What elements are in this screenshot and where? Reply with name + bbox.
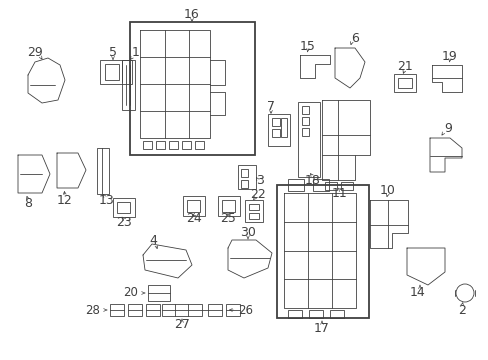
Bar [148, 285, 170, 301]
Text: 14: 14 [409, 285, 425, 298]
Text: 29: 29 [27, 45, 43, 59]
Text: 13: 13 [99, 194, 115, 207]
Text: 5: 5 [109, 45, 117, 59]
Text: 26: 26 [238, 303, 252, 316]
Bar [183, 196, 204, 216]
Bar [222, 200, 235, 212]
Bar [225, 304, 240, 316]
Text: 21: 21 [396, 59, 412, 72]
Bar [97, 148, 109, 194]
Text: 27: 27 [174, 319, 189, 332]
Bar [276, 185, 368, 318]
Text: 4: 4 [149, 234, 157, 247]
Bar [130, 22, 254, 155]
Bar [325, 182, 336, 190]
Bar [302, 128, 308, 136]
Text: 24: 24 [186, 212, 202, 225]
Text: 23: 23 [116, 216, 132, 229]
Text: 18: 18 [305, 174, 320, 186]
Text: 12: 12 [57, 194, 73, 207]
Bar [186, 200, 200, 212]
Text: 8: 8 [24, 197, 32, 210]
Bar [297, 102, 319, 177]
Text: 7: 7 [266, 99, 274, 113]
Bar [267, 114, 289, 146]
Text: 2: 2 [457, 303, 465, 316]
Text: 28: 28 [85, 303, 100, 316]
Bar [146, 304, 160, 316]
Bar [312, 179, 328, 191]
Bar [241, 180, 247, 188]
Text: 19: 19 [441, 50, 457, 63]
Bar [182, 141, 191, 149]
Text: 16: 16 [184, 8, 200, 21]
Bar [281, 118, 286, 137]
Text: 11: 11 [331, 186, 347, 199]
Text: 3: 3 [256, 174, 264, 186]
Text: 22: 22 [250, 188, 265, 201]
Bar [122, 60, 135, 110]
Bar [218, 196, 240, 216]
Bar [271, 118, 280, 126]
Bar [169, 141, 178, 149]
Bar [329, 310, 343, 318]
Bar [287, 310, 302, 318]
Text: 10: 10 [379, 184, 395, 197]
Bar [207, 304, 222, 316]
Bar [308, 310, 323, 318]
Text: 6: 6 [350, 32, 358, 45]
Bar [244, 200, 263, 222]
Bar [110, 304, 124, 316]
Bar [397, 78, 411, 88]
Bar [302, 106, 308, 114]
Bar [302, 117, 308, 125]
Bar [195, 141, 203, 149]
Bar [156, 141, 164, 149]
Bar [248, 204, 259, 210]
Text: 15: 15 [300, 40, 315, 53]
Bar [113, 198, 135, 217]
Text: 30: 30 [240, 225, 255, 239]
Bar [393, 74, 415, 92]
Text: 9: 9 [443, 122, 451, 135]
Bar [340, 182, 352, 190]
Bar [142, 141, 152, 149]
Bar [117, 202, 130, 213]
Text: 1: 1 [132, 45, 140, 59]
Bar [105, 64, 119, 80]
Bar [128, 304, 142, 316]
Bar [287, 179, 304, 191]
Text: 17: 17 [313, 321, 329, 334]
Bar [241, 169, 247, 177]
Bar [248, 213, 259, 219]
Bar [238, 165, 256, 189]
Text: 25: 25 [220, 212, 235, 225]
Bar [162, 304, 202, 316]
Bar [271, 129, 280, 137]
Text: 20: 20 [123, 287, 138, 300]
Bar [100, 60, 132, 84]
